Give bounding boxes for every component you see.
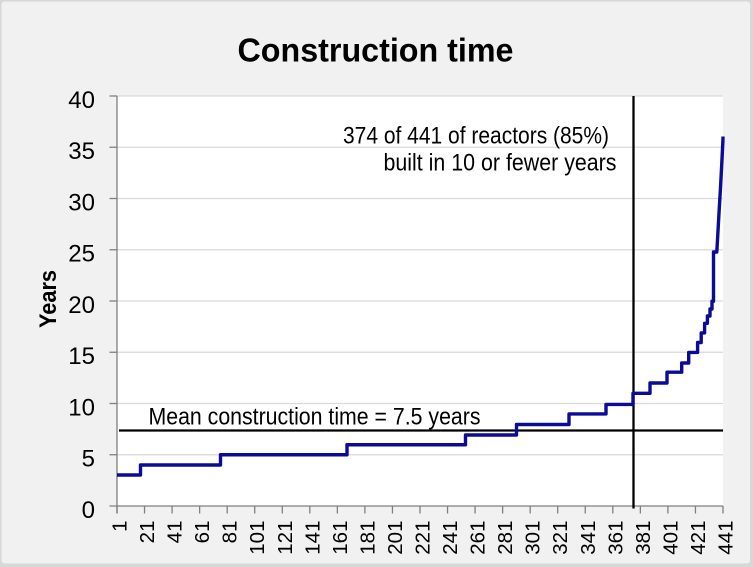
svg-text:25: 25 — [68, 241, 95, 268]
svg-text:141: 141 — [301, 521, 324, 555]
svg-text:381: 381 — [632, 521, 655, 555]
svg-text:201: 201 — [384, 521, 407, 555]
svg-text:321: 321 — [549, 521, 572, 555]
svg-text:20: 20 — [68, 292, 95, 319]
svg-text:40: 40 — [68, 87, 95, 114]
svg-text:81: 81 — [219, 521, 242, 544]
svg-text:35: 35 — [68, 138, 95, 165]
svg-text:5: 5 — [82, 446, 95, 473]
svg-text:15: 15 — [68, 343, 95, 370]
svg-text:built in 10 or fewer years: built in 10 or fewer years — [384, 150, 617, 177]
svg-text:41: 41 — [164, 521, 187, 544]
svg-text:361: 361 — [604, 521, 627, 555]
svg-text:30: 30 — [68, 189, 95, 216]
svg-text:401: 401 — [659, 521, 682, 555]
svg-text:374 of 441 of reactors (85%): 374 of 441 of reactors (85%) — [343, 122, 609, 149]
svg-text:0: 0 — [82, 497, 95, 524]
svg-text:Mean construction time = 7.5 y: Mean construction time = 7.5 years — [149, 404, 481, 431]
svg-text:101: 101 — [246, 521, 269, 555]
svg-text:1: 1 — [109, 521, 132, 532]
svg-text:161: 161 — [329, 521, 352, 555]
svg-text:21: 21 — [136, 521, 159, 544]
svg-text:Construction time: Construction time — [238, 32, 514, 69]
svg-text:121: 121 — [274, 521, 297, 555]
svg-text:421: 421 — [687, 521, 710, 555]
svg-text:341: 341 — [577, 521, 600, 555]
svg-text:301: 301 — [522, 521, 545, 555]
svg-text:181: 181 — [356, 521, 379, 555]
svg-text:Years: Years — [35, 270, 62, 328]
svg-text:261: 261 — [467, 521, 490, 555]
svg-text:241: 241 — [439, 521, 462, 555]
svg-text:281: 281 — [494, 521, 517, 555]
svg-text:221: 221 — [411, 521, 434, 555]
svg-text:441: 441 — [714, 521, 737, 555]
svg-text:10: 10 — [68, 394, 95, 421]
svg-text:61: 61 — [191, 521, 214, 544]
